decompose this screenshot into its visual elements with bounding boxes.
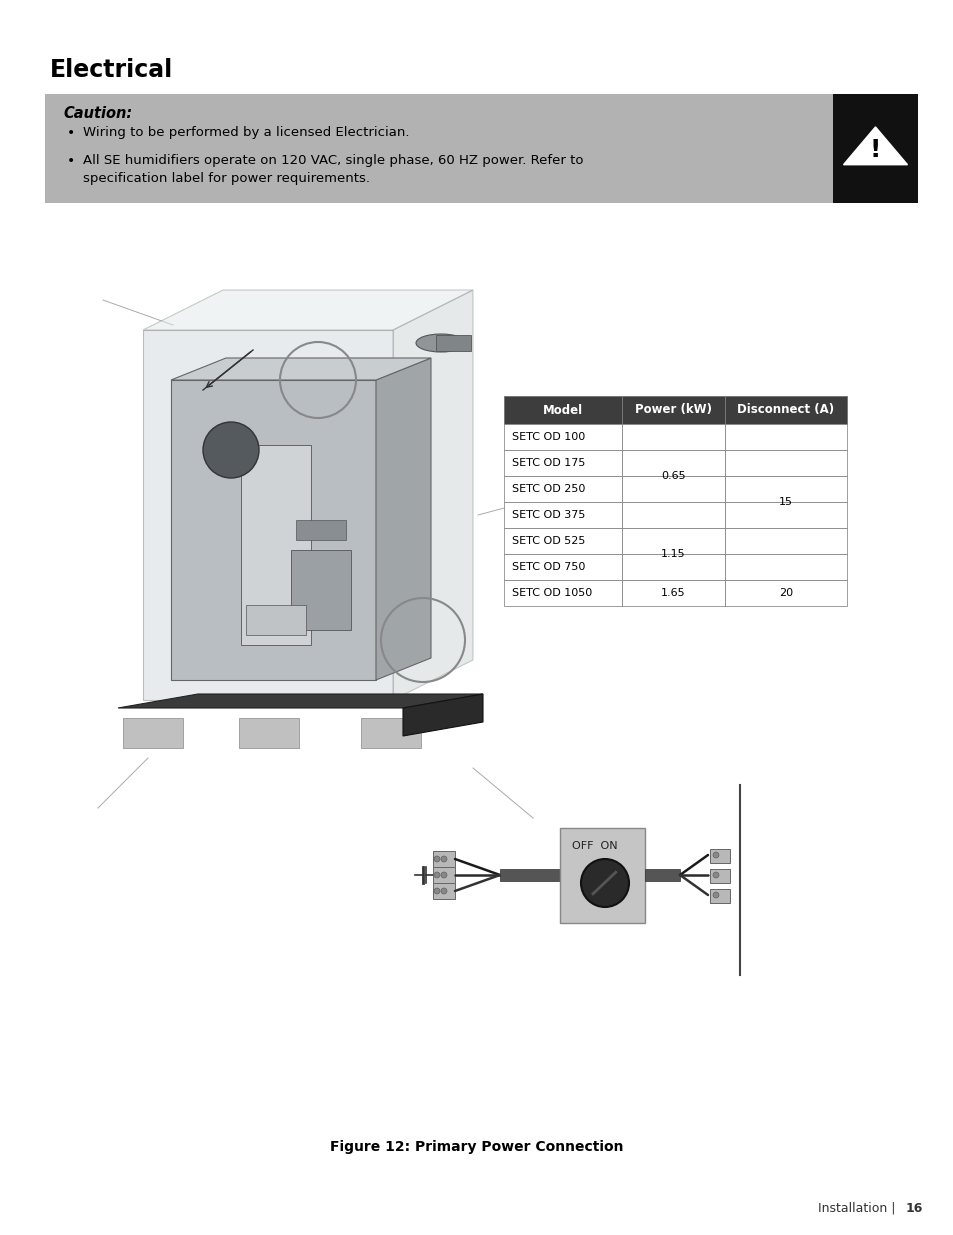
Polygon shape: [171, 358, 431, 380]
Text: SETC OD 525: SETC OD 525: [512, 536, 585, 546]
Text: 20: 20: [778, 588, 792, 598]
Circle shape: [712, 852, 719, 858]
Text: Wiring to be performed by a licensed Electrician.: Wiring to be performed by a licensed Ele…: [83, 126, 409, 140]
Bar: [621, 450, 724, 475]
Text: •: •: [67, 154, 75, 168]
Bar: [644, 869, 679, 881]
Bar: [559, 827, 644, 923]
Bar: [724, 450, 846, 475]
Polygon shape: [241, 445, 311, 645]
Polygon shape: [239, 718, 298, 748]
Bar: [724, 529, 846, 555]
Bar: [499, 869, 559, 881]
Text: !: !: [869, 138, 881, 162]
Ellipse shape: [416, 333, 465, 352]
Polygon shape: [171, 380, 375, 680]
Text: 1.15: 1.15: [660, 550, 685, 559]
Bar: [433, 883, 455, 899]
Bar: [724, 555, 846, 580]
Bar: [436, 335, 471, 351]
Text: Caution:: Caution:: [63, 106, 132, 121]
Polygon shape: [295, 520, 346, 540]
Bar: [621, 475, 724, 501]
Text: 0.65: 0.65: [660, 471, 685, 480]
Text: Power (kW): Power (kW): [635, 404, 711, 416]
Bar: [724, 475, 846, 501]
Text: 15: 15: [779, 496, 792, 508]
Text: All SE humidifiers operate on 120 VAC, single phase, 60 HZ power. Refer to
speci: All SE humidifiers operate on 120 VAC, s…: [83, 154, 583, 185]
Text: Disconnect (A): Disconnect (A): [737, 404, 834, 416]
Polygon shape: [360, 718, 420, 748]
Bar: [621, 555, 724, 580]
Text: Installation |: Installation |: [818, 1202, 899, 1215]
Text: SETC OD 100: SETC OD 100: [512, 432, 584, 442]
Bar: [724, 396, 846, 424]
Polygon shape: [143, 290, 473, 330]
Text: SETC OD 750: SETC OD 750: [512, 562, 585, 572]
Bar: [503, 555, 621, 580]
Bar: [503, 580, 621, 606]
Polygon shape: [375, 358, 431, 680]
Bar: [724, 424, 846, 450]
Bar: [709, 848, 729, 863]
Text: Electrical: Electrical: [50, 58, 173, 82]
Circle shape: [440, 856, 447, 862]
Bar: [621, 501, 724, 529]
Bar: [503, 450, 621, 475]
Polygon shape: [402, 694, 482, 736]
Circle shape: [712, 892, 719, 898]
Polygon shape: [118, 694, 482, 708]
Circle shape: [434, 872, 439, 878]
Bar: [709, 889, 729, 903]
Polygon shape: [143, 330, 393, 700]
Text: SETC OD 375: SETC OD 375: [512, 510, 585, 520]
Bar: [621, 424, 724, 450]
Bar: [621, 580, 724, 606]
Circle shape: [434, 856, 439, 862]
Circle shape: [434, 888, 439, 894]
Bar: [621, 529, 724, 555]
Text: SETC OD 250: SETC OD 250: [512, 484, 585, 494]
Circle shape: [712, 872, 719, 878]
Bar: [709, 869, 729, 883]
Polygon shape: [246, 605, 306, 635]
Text: OFF  ON: OFF ON: [572, 841, 617, 851]
Bar: [433, 867, 455, 883]
Text: SETC OD 175: SETC OD 175: [512, 458, 585, 468]
Text: •: •: [67, 126, 75, 140]
Bar: [45, 94, 832, 203]
Bar: [433, 851, 455, 867]
Circle shape: [440, 872, 447, 878]
Text: 16: 16: [905, 1202, 923, 1215]
Bar: [724, 501, 846, 529]
Text: Figure 12: Primary Power Connection: Figure 12: Primary Power Connection: [330, 1140, 623, 1153]
Circle shape: [440, 888, 447, 894]
Bar: [503, 529, 621, 555]
Polygon shape: [842, 127, 906, 164]
Bar: [832, 94, 917, 203]
Text: 1.65: 1.65: [660, 588, 685, 598]
Polygon shape: [291, 550, 351, 630]
Circle shape: [580, 860, 628, 906]
Text: Model: Model: [542, 404, 582, 416]
Bar: [503, 501, 621, 529]
Polygon shape: [393, 290, 473, 700]
Bar: [503, 396, 621, 424]
Polygon shape: [123, 718, 183, 748]
Bar: [503, 475, 621, 501]
Bar: [503, 424, 621, 450]
Bar: [724, 580, 846, 606]
Text: SETC OD 1050: SETC OD 1050: [512, 588, 592, 598]
Circle shape: [203, 422, 258, 478]
Bar: [621, 396, 724, 424]
